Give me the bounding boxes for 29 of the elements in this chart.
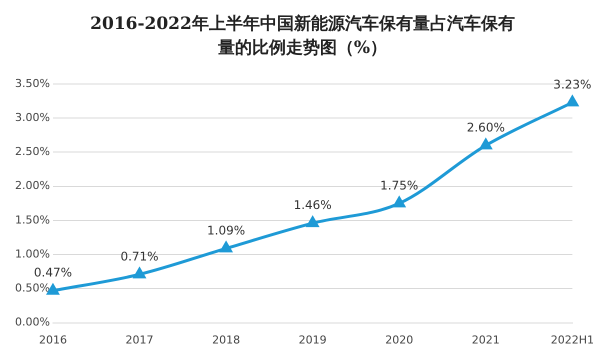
data-label: 3.23% bbox=[553, 77, 592, 92]
x-tick-label: 2016 bbox=[38, 333, 67, 346]
y-tick-label: 2.50% bbox=[14, 145, 50, 158]
y-tick-label: 1.50% bbox=[14, 213, 50, 226]
point bbox=[134, 268, 146, 278]
data-label: 1.09% bbox=[207, 223, 246, 238]
x-tick-label: 2017 bbox=[126, 333, 154, 346]
data-label: 1.75% bbox=[380, 178, 418, 192]
y-tick-label: 0.50% bbox=[14, 282, 50, 295]
y-tick-label: 1.00% bbox=[14, 247, 50, 260]
data-label: 2.60% bbox=[466, 120, 505, 134]
y-tick-label: 0.00% bbox=[14, 316, 50, 329]
y-tick-label: 3.50% bbox=[14, 76, 50, 90]
x-tick-label: 2020 bbox=[385, 333, 414, 346]
data-label: 0.47% bbox=[34, 266, 72, 280]
point bbox=[480, 138, 492, 150]
point bbox=[393, 196, 406, 208]
y-tick-label: 2.00% bbox=[14, 179, 50, 192]
chart-title: 2016-2022年上半年中国新能源汽车保有量占汽车保有量的比例走势图（%） bbox=[89, 13, 516, 60]
y-tick-label: 3.00% bbox=[14, 110, 50, 124]
x-tick-label: 2018 bbox=[212, 333, 240, 346]
data-label: 1.46% bbox=[294, 198, 332, 212]
point bbox=[566, 96, 578, 106]
point bbox=[306, 216, 318, 228]
x-tick-label: 2021 bbox=[472, 333, 500, 346]
x-tick-label: 2022H1 bbox=[550, 333, 594, 346]
x-tick-label: 2019 bbox=[298, 333, 327, 346]
point bbox=[220, 242, 232, 252]
data-label: 0.71% bbox=[120, 249, 159, 264]
